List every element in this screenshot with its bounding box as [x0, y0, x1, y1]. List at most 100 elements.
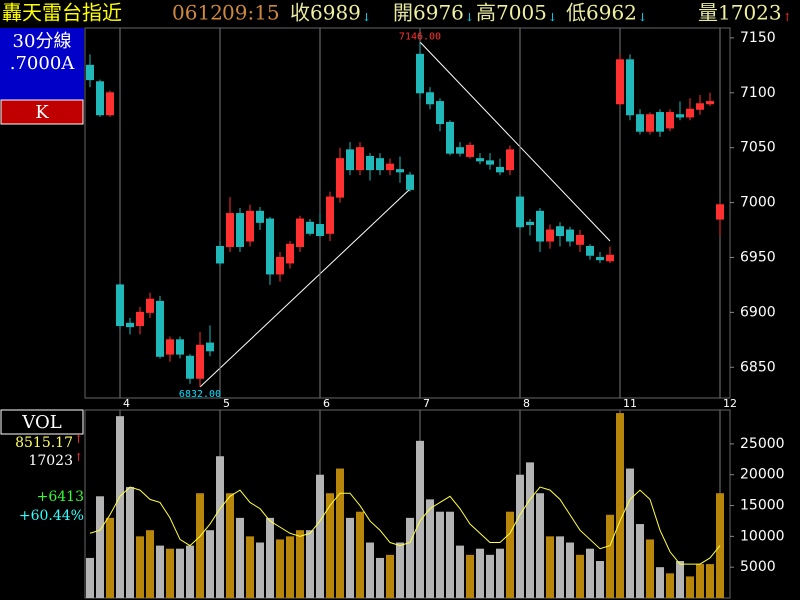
volume-bar	[676, 561, 684, 598]
candle-body	[286, 243, 294, 264]
time: 09:15	[222, 1, 280, 25]
candle-body	[526, 221, 534, 226]
volume-bar	[526, 462, 534, 598]
volume-bar	[606, 514, 614, 598]
candle-body	[576, 235, 584, 245]
candle-body	[476, 158, 484, 162]
volume-bar	[326, 493, 334, 598]
volume-bar	[106, 517, 114, 598]
candle-body	[486, 160, 494, 165]
candle-body	[116, 284, 124, 327]
quote-value: 6989	[310, 1, 361, 25]
volume-bar	[146, 530, 154, 598]
candle-body	[356, 147, 364, 171]
volume-bar	[406, 517, 414, 598]
annotation: 7146.00	[399, 31, 441, 42]
kind-box[interactable]	[0, 99, 84, 125]
candle-body	[346, 149, 354, 171]
annotation: 6832.00	[179, 389, 221, 400]
candle-body	[546, 229, 554, 242]
vol-change-pct: +60.44%	[19, 508, 84, 524]
volume-ma-line	[89, 486, 721, 565]
volume-bar	[476, 548, 484, 598]
candle-body	[126, 322, 134, 328]
volume-bar	[546, 536, 554, 598]
volume-bar	[316, 474, 324, 598]
quote-arrow: ↓	[548, 11, 557, 24]
y-tick-label: 6850	[740, 359, 776, 375]
candle-body	[236, 213, 244, 247]
candle-body	[616, 59, 624, 105]
quote-arrow: ↓	[465, 11, 474, 24]
volume-bar	[446, 511, 454, 598]
y-tick-label: 7000	[740, 195, 776, 211]
y-tick-label: 6900	[740, 304, 776, 320]
candle-body	[186, 355, 194, 379]
candle-body	[416, 53, 424, 94]
volume-bar	[656, 567, 664, 598]
candle-body	[666, 112, 674, 129]
candle-body	[606, 254, 614, 262]
trend-line	[199, 188, 411, 388]
candle-body	[706, 101, 714, 105]
candle-body	[326, 196, 334, 234]
volume-bar	[396, 542, 404, 598]
candle-body	[566, 229, 574, 242]
vol-avg: 8515.17	[15, 435, 73, 451]
y-tick-label: 7150	[740, 30, 776, 46]
quote-value: 6976	[413, 1, 464, 25]
volume-bar	[696, 564, 704, 598]
volume-bar	[116, 416, 124, 598]
vol-label: VOL	[21, 412, 61, 433]
symbol: .7000A	[10, 53, 76, 74]
volume-bar	[276, 539, 284, 598]
volume-bar	[516, 474, 524, 598]
volume-bar	[336, 468, 344, 598]
volume-bar	[156, 545, 164, 598]
volume-bar	[566, 542, 574, 598]
volume-bar	[296, 530, 304, 598]
quote-label: 高	[476, 1, 496, 25]
candle-body	[276, 256, 284, 275]
volume-bar	[126, 487, 134, 598]
volume-bar	[486, 554, 494, 598]
volume-bar	[166, 548, 174, 598]
candle-body	[296, 218, 304, 247]
y-tick-label: 7050	[740, 140, 776, 156]
title: 轟天雷台指近	[2, 1, 122, 25]
quote-label: 開	[393, 1, 413, 25]
volume-bar	[86, 557, 94, 598]
volume-bar	[506, 511, 514, 598]
volume-bar	[686, 576, 694, 598]
candle-body	[496, 166, 504, 173]
candle-body	[686, 108, 694, 118]
volume-bar	[386, 554, 394, 598]
vol-now-arrow: ↑	[74, 451, 83, 464]
candle-body	[366, 155, 374, 171]
x-tick-label: 5	[223, 397, 230, 410]
candle-body	[406, 174, 414, 190]
candle-body	[386, 163, 394, 171]
candle-body	[136, 311, 144, 327]
volume-bar	[176, 548, 184, 598]
volume-bar	[266, 517, 274, 598]
candle-body	[556, 226, 564, 237]
candle-body	[256, 210, 264, 223]
candle-body	[316, 224, 324, 237]
volume-bar	[646, 539, 654, 598]
quote-arrow: ↓	[362, 11, 371, 24]
volume-bar	[186, 545, 194, 598]
volume-bar	[216, 456, 224, 598]
kind[interactable]: K	[35, 102, 49, 123]
candle-body	[536, 210, 544, 242]
candle-body	[226, 213, 234, 247]
quote-arrow: ↑	[783, 11, 792, 24]
volume-bar	[596, 561, 604, 598]
quote-label: 低	[566, 1, 586, 25]
volume-bar	[196, 493, 204, 598]
x-tick-label: 4	[123, 397, 130, 410]
price-frame	[84, 27, 731, 399]
volume-bar	[286, 536, 294, 598]
vol-avg-arrow: ↑	[74, 433, 83, 446]
quote-value: 17023	[718, 1, 782, 25]
